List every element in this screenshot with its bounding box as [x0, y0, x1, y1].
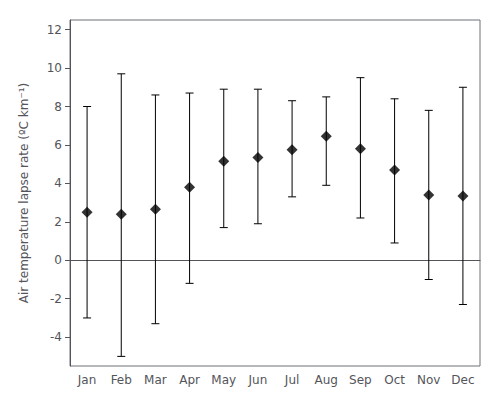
svg-text:Feb: Feb — [111, 373, 132, 387]
svg-text:Jan: Jan — [77, 373, 97, 387]
svg-text:-4: -4 — [50, 330, 62, 344]
svg-text:Mar: Mar — [144, 373, 167, 387]
svg-text:10: 10 — [47, 61, 62, 75]
svg-text:4: 4 — [54, 176, 62, 190]
svg-text:-2: -2 — [50, 292, 62, 306]
svg-text:Jul: Jul — [284, 373, 299, 387]
svg-text:0: 0 — [54, 253, 62, 267]
svg-text:May: May — [211, 373, 236, 387]
svg-text:Apr: Apr — [179, 373, 200, 387]
svg-text:Sep: Sep — [349, 373, 372, 387]
svg-text:12: 12 — [47, 23, 62, 37]
svg-text:Air temperature lapse rate (ºC: Air temperature lapse rate (ºC km⁻¹) — [17, 83, 31, 303]
svg-text:Nov: Nov — [417, 373, 440, 387]
svg-text:8: 8 — [54, 100, 62, 114]
svg-text:Oct: Oct — [384, 373, 405, 387]
svg-text:Aug: Aug — [315, 373, 338, 387]
svg-text:6: 6 — [54, 138, 62, 152]
svg-text:Dec: Dec — [451, 373, 474, 387]
svg-text:2: 2 — [54, 215, 62, 229]
svg-text:Jun: Jun — [248, 373, 268, 387]
